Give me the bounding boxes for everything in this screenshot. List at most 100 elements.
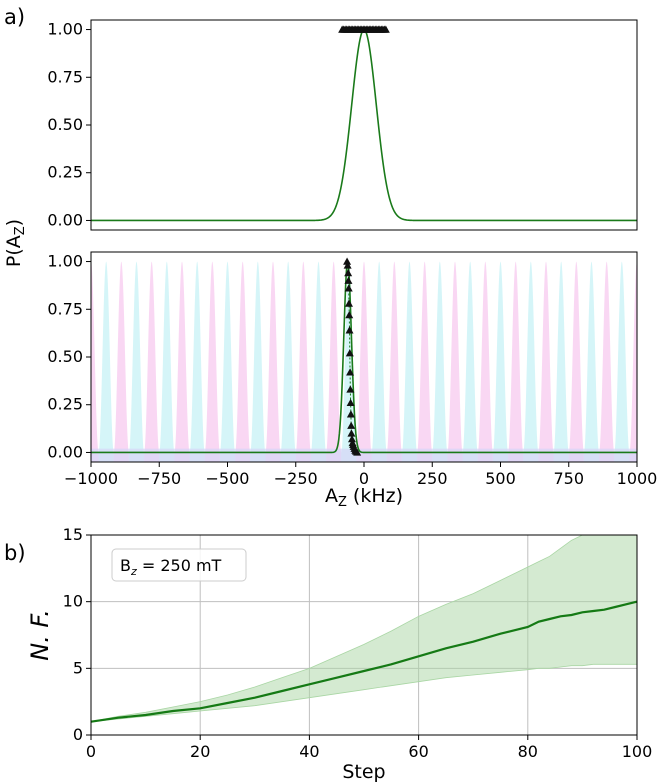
- legend-box: [111, 548, 247, 582]
- legend-sub: z: [130, 565, 137, 578]
- xlabel-rest: (kHz): [347, 485, 403, 507]
- middle-marker: [346, 368, 355, 376]
- fringe: [310, 261, 327, 462]
- fringe: [462, 261, 478, 462]
- middle-marker: [343, 257, 352, 265]
- fringe: [614, 261, 630, 462]
- xlabel-main: A: [325, 485, 338, 507]
- panel-label-a: a): [4, 5, 25, 29]
- fringe: [568, 261, 584, 462]
- middle-xtick-label: 250: [417, 469, 448, 488]
- fringe: [250, 261, 266, 462]
- legend-text: Bz = 250 mT: [120, 556, 222, 578]
- fringe: [280, 261, 296, 462]
- fringe: [265, 261, 281, 462]
- middle-ytick-label: 0.50: [47, 347, 83, 366]
- middle-marker: [347, 429, 356, 437]
- bottom-frame: [90, 534, 638, 736]
- bottom-xtick-label: 80: [518, 742, 538, 761]
- fringe: [91, 261, 99, 462]
- fringe: [492, 261, 509, 462]
- bottom-xtick-label: 40: [299, 742, 319, 761]
- middle-marker: [345, 326, 354, 334]
- top-frame: [90, 19, 638, 231]
- legend-rest: = 250 mT: [137, 556, 222, 575]
- fringe: [371, 261, 387, 462]
- middle-marker: [345, 311, 354, 319]
- fringe: [401, 261, 418, 462]
- middle-marker: [353, 448, 362, 456]
- legend-main: B: [120, 556, 131, 575]
- fringe: [508, 261, 524, 462]
- bottom-ytick-label: 5: [73, 658, 83, 677]
- fringe: [113, 261, 129, 462]
- fringe: [629, 261, 637, 462]
- bottom-xtick-label: 0: [86, 742, 96, 761]
- middle-xtick-label: 1000: [617, 469, 658, 488]
- middle-marker: [344, 276, 353, 284]
- ylabel-sub: Z: [13, 226, 28, 235]
- ylabel-main: P(A: [3, 235, 25, 267]
- middle-marker: [346, 410, 355, 418]
- fringe: [341, 261, 357, 462]
- middle-marker: [343, 261, 352, 269]
- middle-xtick-label: −250: [274, 469, 318, 488]
- bottom-ytick-label: 15: [63, 525, 83, 544]
- bottom-xtick-label: 20: [190, 742, 210, 761]
- middle-marker: [347, 421, 356, 429]
- top-ytick-label: 0.25: [47, 163, 83, 182]
- top-ytick-label: 1.00: [47, 20, 83, 39]
- fringe: [553, 261, 569, 462]
- middle-marker: [347, 435, 356, 443]
- middle-ytick-label: 0.25: [47, 395, 83, 414]
- middle-xtick-label: −1000: [64, 469, 118, 488]
- middle-xtick-label: 0: [359, 469, 369, 488]
- panel-label-b: b): [4, 541, 26, 565]
- ylabel-close: ): [3, 219, 25, 226]
- bottom-ytick-label: 10: [63, 592, 83, 611]
- middle-gaussian-curve: [91, 261, 637, 454]
- fringe: [326, 261, 342, 462]
- middle-marker: [344, 299, 353, 307]
- top-ytick-label: 0.75: [47, 67, 83, 86]
- middle-marker: [344, 269, 353, 277]
- mean-line: [90, 600, 638, 723]
- middle-ytick-label: 0.00: [47, 442, 83, 461]
- middle-plot: 0.00 0.25 0.50 0.75 1.00 −1000 −750 −500 −250 0 25…: [47, 251, 660, 510]
- middle-marker: [346, 385, 355, 393]
- middle-marker: [344, 284, 353, 292]
- middle-xtick-label: 750: [553, 469, 584, 488]
- middle-xtick-label: 500: [485, 469, 516, 488]
- fringe: [477, 261, 493, 462]
- fringe: [538, 261, 554, 462]
- fringe-floor: [91, 448, 637, 462]
- middle-marker: [346, 398, 355, 407]
- middle-fringes: [91, 261, 660, 462]
- fringe: [174, 261, 190, 462]
- top-ytick-label: 0.00: [47, 210, 83, 229]
- fringe: [356, 261, 372, 462]
- fringe: [386, 261, 402, 462]
- fringe: [645, 262, 660, 462]
- bottom-xtick-label: 100: [622, 742, 653, 761]
- fringe: [417, 261, 433, 462]
- middle-xtick-label: −750: [137, 469, 181, 488]
- fringe: [583, 261, 600, 462]
- fringe: [432, 261, 448, 462]
- middle-marker: [345, 349, 354, 357]
- middle-ytick-label: 0.75: [47, 299, 83, 318]
- middle-ytick-label: 1.00: [47, 252, 83, 271]
- xlabel-sub: Z: [338, 495, 347, 510]
- fringe: [144, 261, 160, 462]
- fringe: [159, 261, 175, 462]
- bottom-y-axis-label: N. F.: [26, 609, 54, 661]
- bottom-x-axis-label: Step: [342, 761, 385, 783]
- bottom-plot: 0 5 10 15 0 20 40 60 80 100 Step N. F. Bz = 250 mT: [26, 525, 652, 783]
- legend: Bz = 250 mT: [111, 548, 247, 582]
- bottom-xtick-label: 60: [408, 742, 428, 761]
- fringe: [128, 261, 145, 462]
- fringe: [599, 261, 615, 462]
- bottom-ytick-label: 0: [73, 725, 83, 744]
- top-marker: [381, 25, 390, 33]
